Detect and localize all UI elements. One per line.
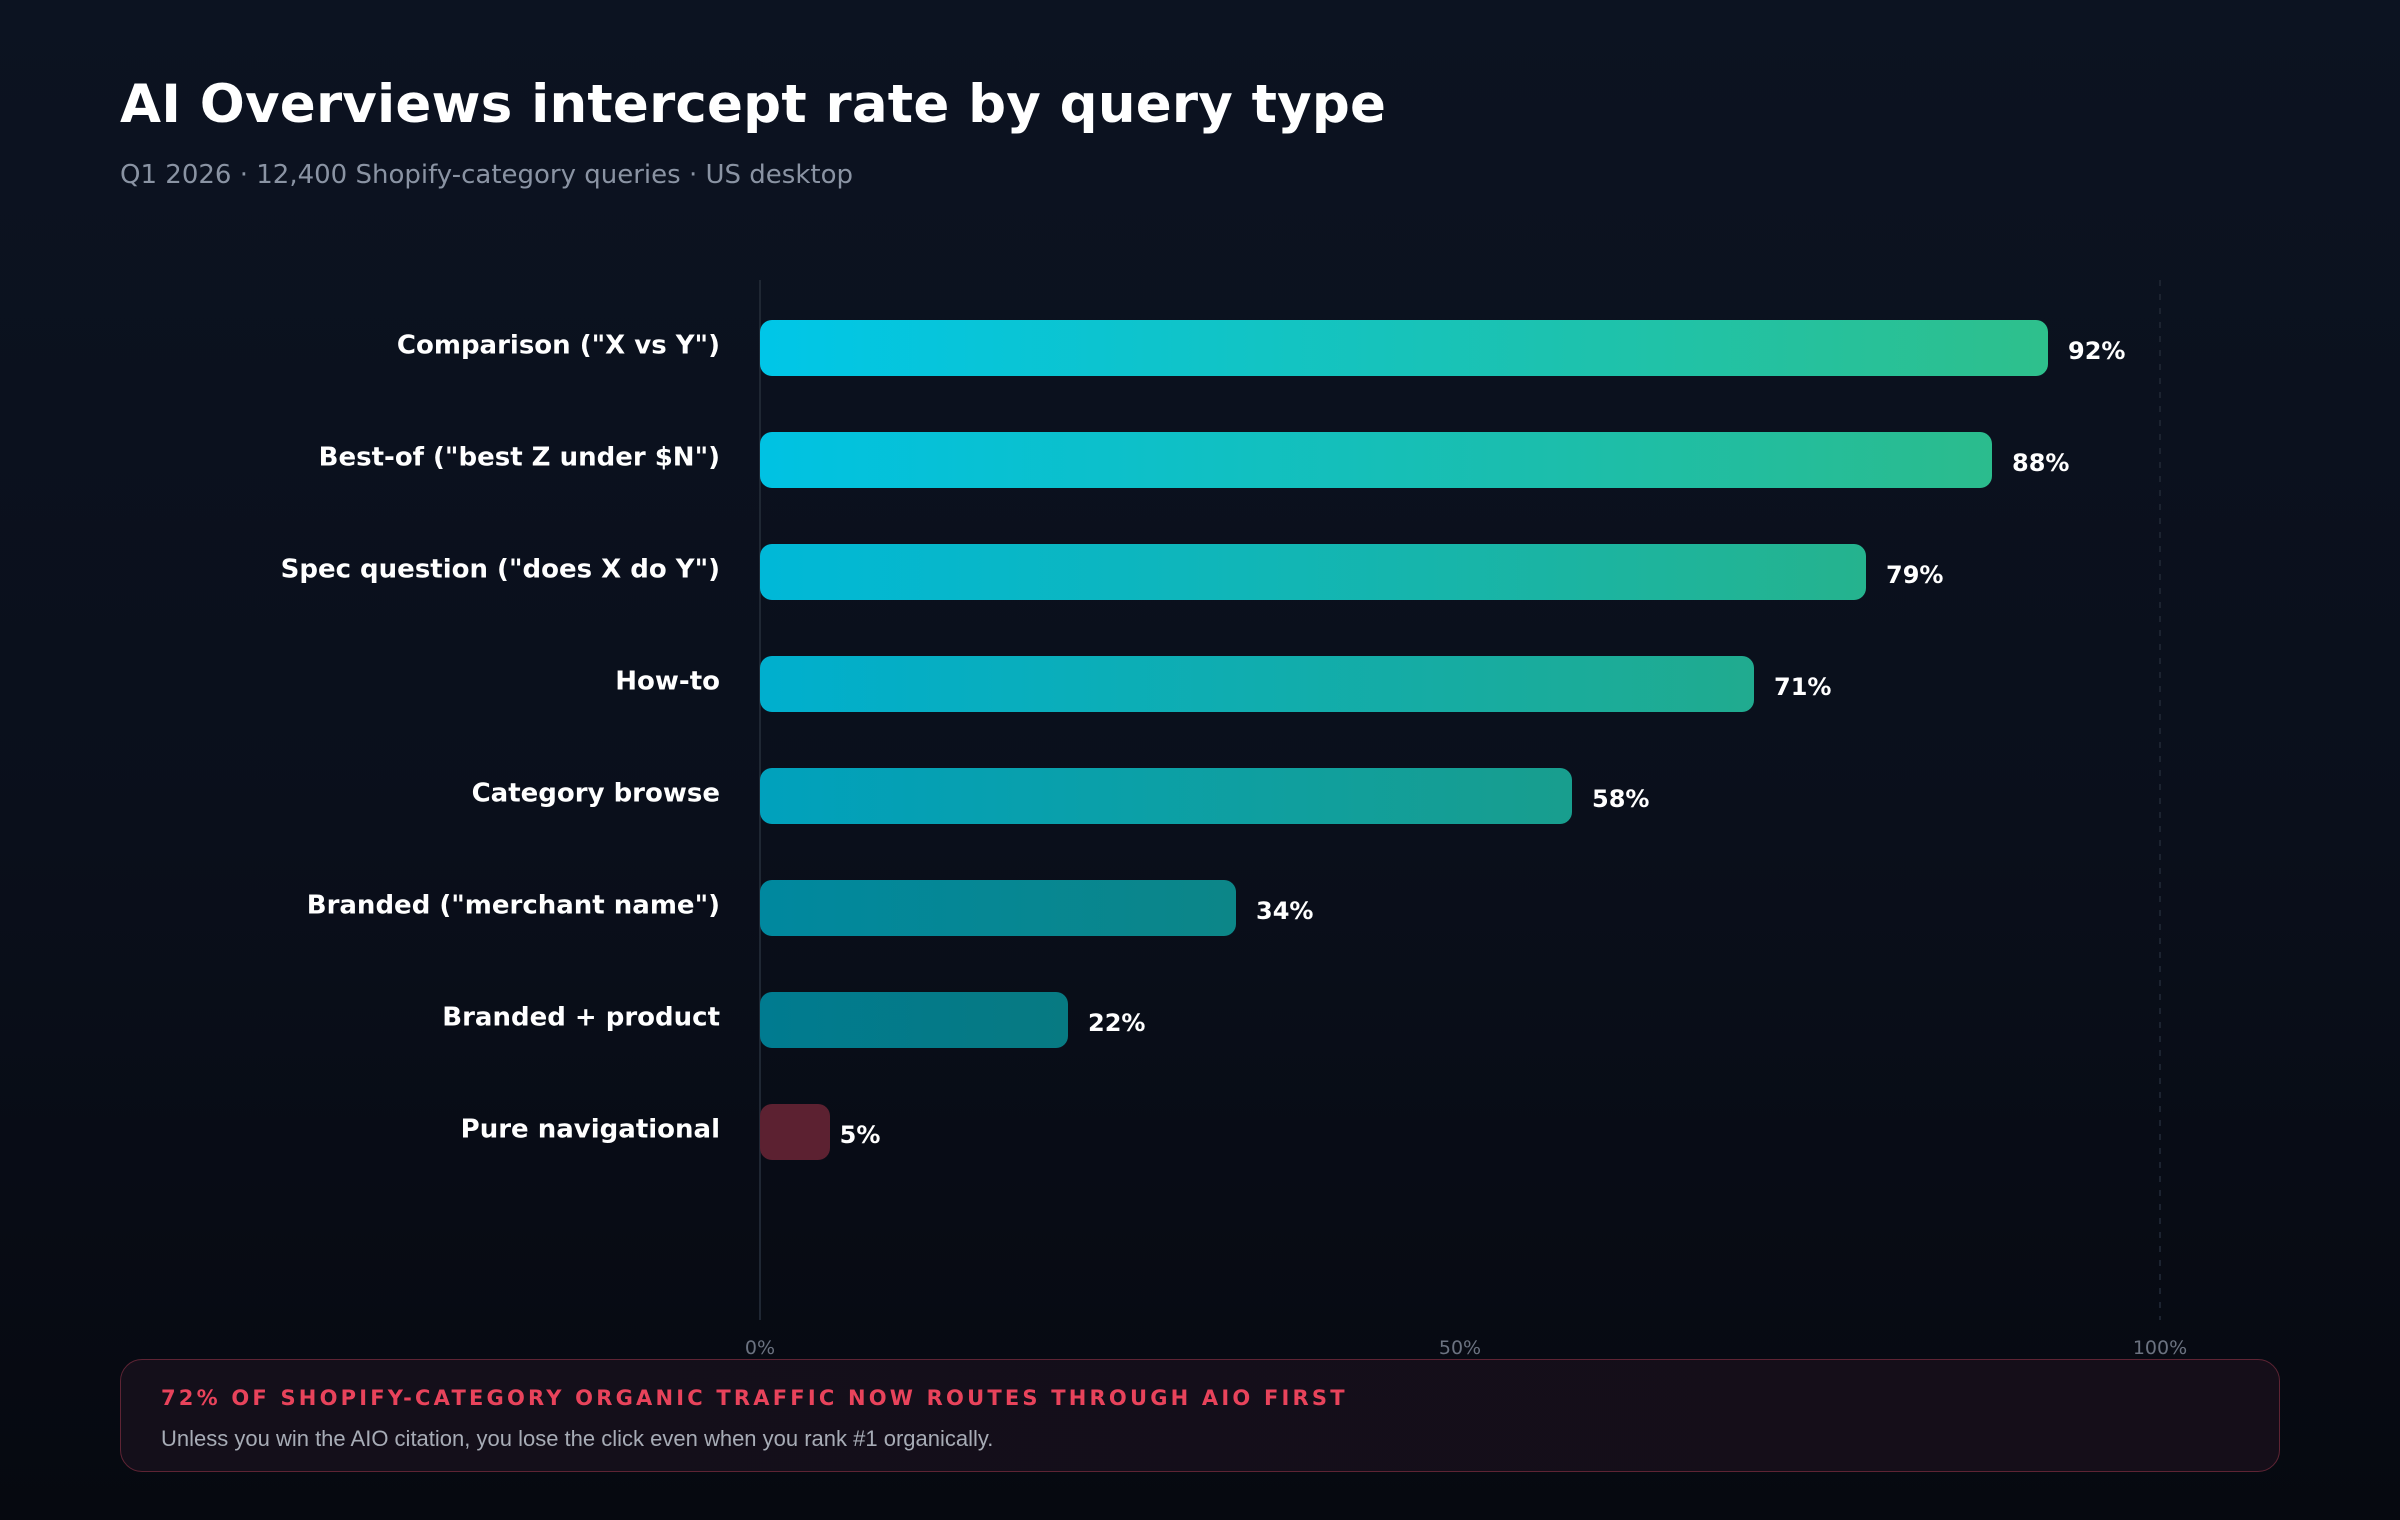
labels-layer: Comparison ("X vs Y") 92% Best-of ("best Z… bbox=[281, 331, 2126, 1150]
category-label: Comparison ("X vs Y") bbox=[397, 331, 720, 361]
bars-layer bbox=[760, 320, 2048, 1160]
bar bbox=[760, 768, 1572, 824]
value-label: 22% bbox=[1088, 1009, 1145, 1037]
value-label: 58% bbox=[1592, 785, 1649, 813]
value-label: 79% bbox=[1886, 561, 1943, 589]
value-label: 71% bbox=[1774, 673, 1831, 701]
insight-callout: 72% OF SHOPIFY-CATEGORY ORGANIC TRAFFIC … bbox=[120, 1359, 2280, 1472]
x-tick-label: 100% bbox=[2133, 1337, 2187, 1359]
category-label: Branded ("merchant name") bbox=[307, 891, 720, 921]
category-label: Category browse bbox=[472, 779, 720, 809]
category-label: How-to bbox=[615, 667, 720, 697]
value-label: 92% bbox=[2068, 337, 2125, 365]
value-label: 88% bbox=[2012, 449, 2069, 477]
chart-title: AI Overviews intercept rate by query typ… bbox=[120, 74, 1387, 135]
x-tick-label: 0% bbox=[745, 1337, 775, 1359]
value-label: 5% bbox=[840, 1121, 881, 1149]
category-label: Spec question ("does X do Y") bbox=[281, 555, 720, 585]
chart-subtitle: Q1 2026 · 12,400 Shopify-category querie… bbox=[120, 160, 854, 190]
bar bbox=[760, 432, 1992, 488]
bar bbox=[760, 320, 2048, 376]
bar-chart: 0% 50% 100% Comparison ("X vs Y") 92% Best-o… bbox=[281, 280, 2188, 1359]
bar bbox=[760, 656, 1754, 712]
category-label: Branded + product bbox=[442, 1003, 720, 1033]
x-tick-label: 50% bbox=[1439, 1337, 1481, 1359]
callout-headline: 72% OF SHOPIFY-CATEGORY ORGANIC TRAFFIC … bbox=[161, 1386, 1348, 1410]
value-label: 34% bbox=[1256, 897, 1313, 925]
bar bbox=[760, 1104, 830, 1160]
bar bbox=[760, 880, 1236, 936]
category-label: Pure navigational bbox=[461, 1115, 720, 1145]
category-label: Best-of ("best Z under $N") bbox=[319, 443, 720, 473]
bar bbox=[760, 544, 1866, 600]
callout-body: Unless you win the AIO citation, you los… bbox=[161, 1426, 994, 1451]
bar bbox=[760, 992, 1068, 1048]
